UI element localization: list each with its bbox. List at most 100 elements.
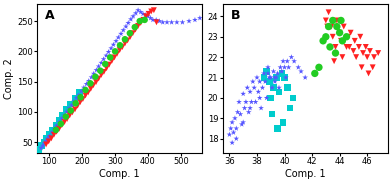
Point bbox=[53, 124, 60, 127]
Point bbox=[96, 65, 102, 68]
Point bbox=[46, 135, 53, 137]
Point bbox=[51, 133, 57, 136]
Point bbox=[61, 114, 67, 117]
Point bbox=[46, 133, 53, 136]
Point bbox=[56, 119, 62, 122]
Point bbox=[150, 18, 156, 21]
Point bbox=[83, 83, 90, 85]
Point bbox=[244, 86, 250, 89]
Point bbox=[96, 77, 102, 80]
Point bbox=[147, 17, 154, 20]
Point bbox=[59, 113, 65, 116]
Point bbox=[291, 60, 297, 63]
Point bbox=[87, 82, 94, 85]
Point bbox=[334, 25, 340, 28]
Point bbox=[82, 89, 89, 92]
Point bbox=[56, 121, 62, 124]
Point bbox=[44, 137, 50, 140]
Point bbox=[98, 61, 104, 64]
Point bbox=[338, 19, 344, 22]
Point bbox=[339, 56, 345, 59]
Point bbox=[257, 96, 263, 99]
Point bbox=[51, 127, 57, 130]
Point bbox=[252, 100, 259, 103]
Point bbox=[328, 25, 334, 28]
Point bbox=[56, 127, 62, 130]
Point bbox=[143, 14, 149, 16]
Point bbox=[330, 19, 336, 22]
Point bbox=[100, 58, 107, 61]
Point bbox=[258, 107, 264, 110]
Point bbox=[255, 90, 261, 93]
Point bbox=[325, 11, 332, 14]
Point bbox=[265, 66, 271, 69]
Point bbox=[325, 25, 332, 28]
Point bbox=[64, 117, 70, 120]
Point bbox=[281, 66, 288, 69]
Point bbox=[288, 56, 294, 59]
Point bbox=[140, 12, 146, 15]
Point bbox=[76, 91, 83, 94]
Point bbox=[118, 32, 124, 35]
Point bbox=[93, 81, 99, 84]
Point bbox=[375, 52, 381, 55]
Point bbox=[140, 18, 147, 21]
Point bbox=[106, 63, 112, 66]
Point bbox=[77, 101, 83, 104]
Point bbox=[283, 76, 289, 79]
Point bbox=[86, 79, 92, 82]
Point bbox=[281, 76, 288, 79]
Point bbox=[266, 80, 272, 83]
Point bbox=[287, 107, 293, 110]
Point bbox=[269, 113, 275, 116]
Point bbox=[228, 127, 234, 130]
Point bbox=[124, 39, 131, 42]
Point bbox=[230, 131, 237, 134]
Point bbox=[103, 67, 110, 70]
Point bbox=[76, 93, 82, 96]
Point bbox=[263, 70, 270, 73]
Point bbox=[122, 42, 128, 45]
Point bbox=[38, 144, 45, 147]
Point bbox=[53, 130, 60, 133]
Point bbox=[226, 133, 232, 136]
X-axis label: Comp. 1: Comp. 1 bbox=[285, 169, 325, 179]
Point bbox=[73, 96, 80, 99]
Point bbox=[142, 18, 148, 21]
Point bbox=[323, 19, 329, 22]
Point bbox=[241, 107, 248, 110]
Point bbox=[78, 90, 85, 93]
Point bbox=[49, 131, 55, 134]
Point bbox=[88, 76, 94, 79]
Point bbox=[72, 97, 78, 100]
Point bbox=[233, 137, 240, 140]
Point bbox=[58, 122, 64, 125]
Point bbox=[103, 54, 109, 57]
Point bbox=[132, 28, 139, 31]
Point bbox=[174, 21, 180, 24]
Point bbox=[364, 56, 370, 59]
Point bbox=[261, 76, 267, 79]
Point bbox=[81, 86, 87, 89]
Point bbox=[247, 107, 253, 110]
Point bbox=[269, 86, 275, 89]
X-axis label: Comp. 1: Comp. 1 bbox=[99, 169, 140, 179]
Point bbox=[279, 70, 285, 73]
Point bbox=[276, 90, 282, 93]
Point bbox=[49, 128, 56, 131]
Point bbox=[257, 80, 263, 83]
Point bbox=[108, 47, 114, 50]
Point bbox=[339, 39, 345, 42]
Point bbox=[343, 35, 350, 38]
Point bbox=[143, 15, 149, 18]
Point bbox=[72, 108, 78, 111]
Point bbox=[263, 96, 270, 99]
Point bbox=[45, 140, 52, 143]
Point bbox=[273, 76, 279, 79]
Point bbox=[229, 141, 235, 144]
Point bbox=[233, 127, 240, 130]
Point bbox=[127, 32, 133, 35]
Point bbox=[151, 9, 157, 12]
Point bbox=[284, 60, 290, 63]
Point bbox=[110, 43, 116, 46]
